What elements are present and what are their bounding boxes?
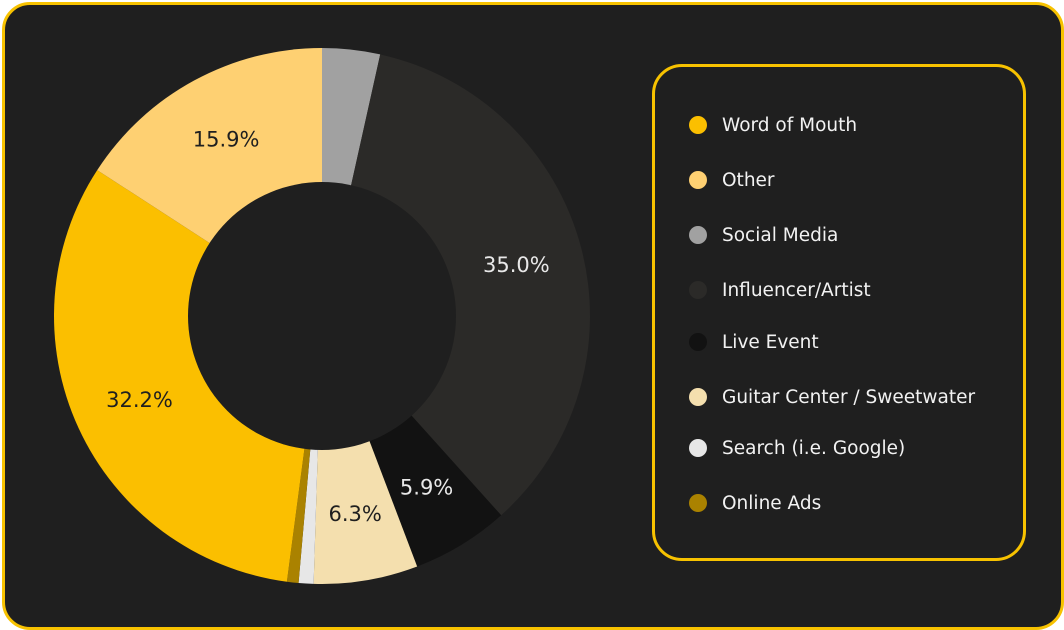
legend-swatch-word-of-mouth [689,116,707,134]
legend-label-other: Other [722,169,775,191]
legend-item-online-ads: Online Ads [689,488,821,518]
legend-label-word-of-mouth: Word of Mouth [722,114,858,136]
legend-item-guitar-center-sweetwater: Guitar Center / Sweetwater [689,382,975,412]
legend-swatch-search-i-e-google [689,439,707,457]
legend-item-live-event: Live Event [689,327,819,357]
legend-label-social-media: Social Media [722,224,839,246]
slice-label-influencer-artist: 35.0% [483,253,550,277]
legend-swatch-social-media [689,226,707,244]
slice-labels: 35.0% 5.9% 6.3% 32.2% 15.9% [106,127,550,526]
legend-label-live-event: Live Event [722,331,819,353]
slice-label-guitar-center-sweetwater: 6.3% [329,502,382,526]
donut-slices [54,48,590,585]
slice-label-live-event: 5.9% [400,476,453,500]
legend-label-search-i-e-google: Search (i.e. Google) [722,437,906,459]
legend-swatch-influencer-artist [689,281,707,299]
legend-swatch-live-event [689,333,707,351]
legend-item-word-of-mouth: Word of Mouth [689,110,857,140]
legend-swatch-online-ads [689,494,707,512]
legend-item-social-media: Social Media [689,220,838,250]
legend-swatch-other [689,171,707,189]
donut-hole [188,182,456,450]
legend-item-search-i-e-google: Search (i.e. Google) [689,433,905,463]
slice-label-other: 15.9% [193,127,260,151]
legend-item-influencer-artist: Influencer/Artist [689,275,871,305]
legend-label-online-ads: Online Ads [722,492,822,514]
legend-label-influencer-artist: Influencer/Artist [722,279,871,301]
slice-influencer-artist [322,54,590,516]
legend-swatch-guitar-center-sweetwater [689,388,707,406]
slice-label-word-of-mouth: 32.2% [106,388,173,412]
legend: Word of Mouth Other Social Media Influencer… [652,64,1026,561]
legend-item-other: Other [689,165,775,195]
legend-label-guitar-center-sweetwater: Guitar Center / Sweetwater [722,386,976,408]
donut-chart: 35.0% 5.9% 6.3% 32.2% 15.9% [54,48,590,585]
